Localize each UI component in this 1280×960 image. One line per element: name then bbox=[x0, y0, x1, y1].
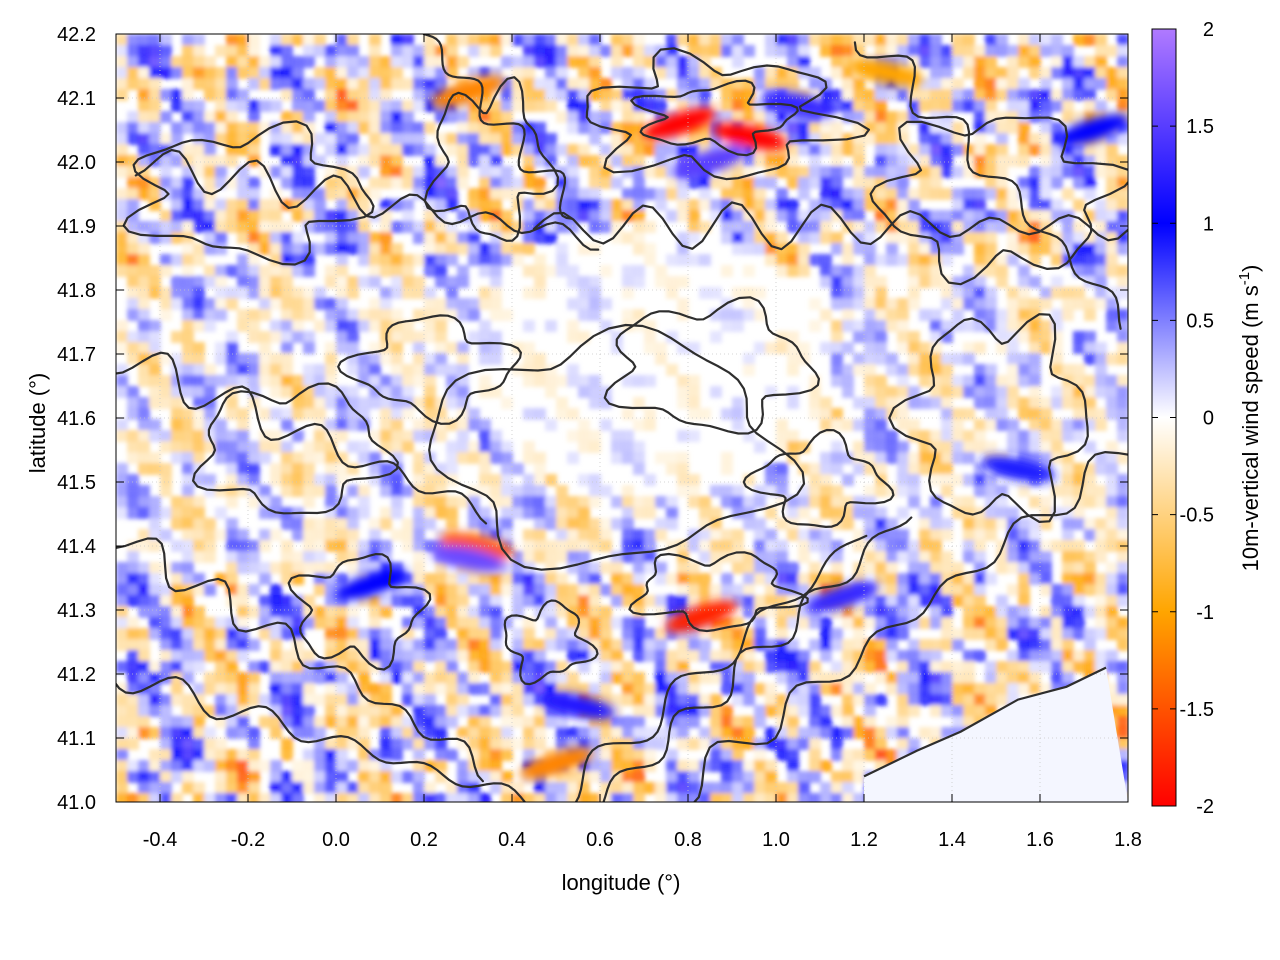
x-tick-label: 1.0 bbox=[762, 829, 790, 851]
colorbar-tick-label: -1 bbox=[1196, 602, 1214, 624]
y-tick-label: 42.0 bbox=[57, 152, 96, 174]
contour-line bbox=[630, 79, 799, 157]
x-tick-label: 0.2 bbox=[410, 829, 438, 851]
y-tick-label: 41.8 bbox=[57, 280, 96, 302]
contour-line bbox=[422, 34, 573, 220]
wind-hotspot bbox=[673, 146, 747, 178]
contour-line bbox=[122, 120, 375, 266]
wind-hotspot bbox=[1056, 114, 1128, 146]
x-tick-label: 0.4 bbox=[498, 829, 526, 851]
contour-line bbox=[888, 313, 1089, 523]
contour-line bbox=[423, 76, 559, 242]
colorbar: -2 -1.5 -1 -0.5 0 0.5 1 1.5 2 10m-vertical wind … bbox=[1151, 19, 1263, 818]
contour-line bbox=[116, 537, 484, 783]
sea-region bbox=[864, 667, 1128, 802]
contour-line bbox=[503, 599, 599, 686]
contour-line bbox=[192, 382, 399, 515]
colorbar-title: 10m-vertical wind speed (m s-1) bbox=[1236, 265, 1263, 572]
y-tick-label: 42.2 bbox=[57, 24, 96, 46]
wind-hotspot bbox=[712, 123, 787, 150]
wind-hotspot bbox=[540, 692, 616, 720]
y-tick-label: 41.7 bbox=[57, 344, 96, 366]
wind-hotspot bbox=[642, 107, 716, 140]
x-tick-label: 0.0 bbox=[322, 829, 350, 851]
y-tick-label: 41.2 bbox=[57, 664, 96, 686]
x-tick-label: 1.4 bbox=[938, 829, 966, 851]
y-axis-title: latitude (°) bbox=[25, 373, 50, 474]
terrain-contours bbox=[116, 34, 1128, 802]
x-tick-label: 0.6 bbox=[586, 829, 614, 851]
contour-line bbox=[134, 148, 600, 251]
x-tick-label: 0.8 bbox=[674, 829, 702, 851]
y-tick-label: 41.1 bbox=[57, 728, 96, 750]
contour-line bbox=[574, 534, 868, 802]
colorbar-tick-label: 0.5 bbox=[1186, 310, 1214, 332]
contour-line bbox=[602, 516, 913, 802]
colorbar-tick-label: -2 bbox=[1196, 796, 1214, 818]
wind-hotspot bbox=[980, 455, 1056, 483]
contour-line bbox=[742, 428, 895, 528]
y-tick-label: 41.6 bbox=[57, 408, 96, 430]
contour-line bbox=[337, 314, 522, 425]
colorbar-tick-label: 1.5 bbox=[1186, 116, 1214, 138]
colorbar-tick-label: -1.5 bbox=[1180, 699, 1214, 721]
y-tick-label: 41.0 bbox=[57, 792, 96, 814]
y-tick-label: 41.5 bbox=[57, 472, 96, 494]
colorbar-frame bbox=[1151, 28, 1177, 807]
contour-line bbox=[532, 201, 1128, 251]
x-axis: -0.4 -0.2 0.0 0.2 0.4 0.6 0.8 1.0 1.2 1.4 1.6 1.8 bbox=[143, 34, 1142, 851]
contour-line bbox=[692, 451, 1128, 802]
contour-line bbox=[585, 47, 870, 181]
colorbar-tick-label: 0 bbox=[1203, 408, 1214, 430]
wind-hotspot bbox=[430, 545, 506, 573]
contour-line bbox=[116, 676, 527, 802]
y-tick-label: 41.4 bbox=[57, 536, 96, 558]
contour-line bbox=[853, 41, 1122, 330]
wind-hotspot bbox=[848, 59, 924, 86]
contour-line bbox=[869, 116, 1128, 286]
contour-line bbox=[287, 553, 432, 671]
colorbar-tick-label: 2 bbox=[1203, 19, 1214, 41]
y-tick-label: 42.1 bbox=[57, 88, 96, 110]
x-axis-title: longitude (°) bbox=[562, 870, 681, 895]
coastline bbox=[863, 666, 1107, 778]
x-tick-label: 1.2 bbox=[850, 829, 878, 851]
x-tick-label: -0.4 bbox=[143, 829, 177, 851]
colorbar-tick-label: -0.5 bbox=[1180, 505, 1214, 527]
y-axis: 41.0 41.1 41.2 41.3 41.4 41.5 41.6 41.7 41.8 41.9… bbox=[57, 24, 1128, 814]
y-tick-label: 41.3 bbox=[57, 600, 96, 622]
y-tick-label: 41.9 bbox=[57, 216, 96, 238]
wind-hotspot bbox=[760, 91, 836, 118]
x-tick-label: 1.8 bbox=[1114, 829, 1142, 851]
contour-line bbox=[116, 351, 488, 525]
wind-hotspot bbox=[664, 600, 738, 633]
x-tick-label: 1.6 bbox=[1026, 829, 1054, 851]
wind-hotspot bbox=[519, 747, 593, 780]
colorbar-tick-label: 1 bbox=[1203, 213, 1214, 235]
x-tick-label: -0.2 bbox=[231, 829, 265, 851]
contour-line bbox=[428, 323, 806, 571]
wind-hotspot bbox=[805, 581, 879, 613]
contour-line bbox=[603, 296, 820, 435]
